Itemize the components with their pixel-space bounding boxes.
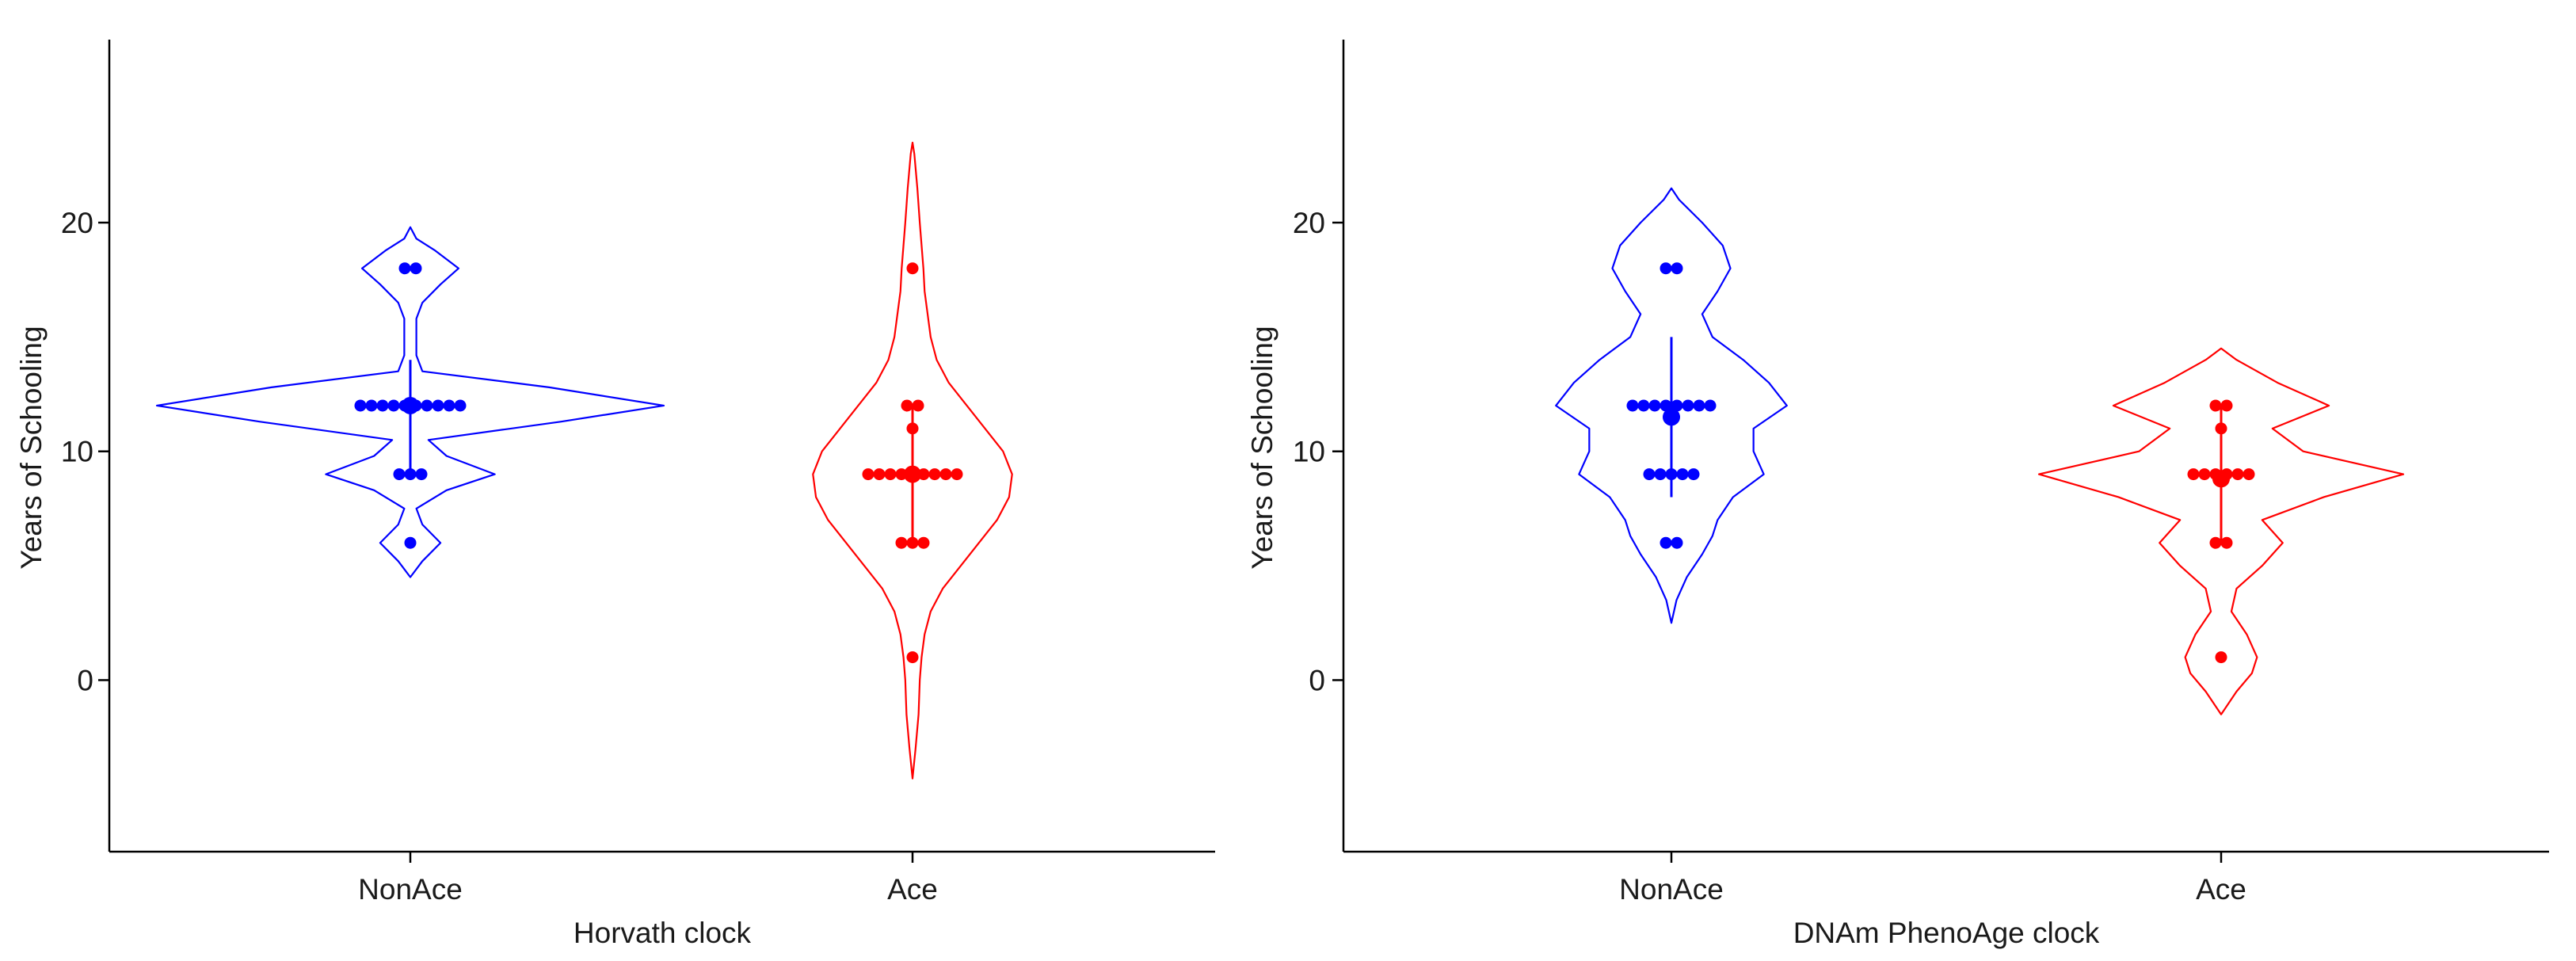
violin-ace xyxy=(812,141,1013,780)
mean-point xyxy=(402,396,419,414)
violin-nonace xyxy=(1555,187,1788,624)
x-tick-label: Ace xyxy=(2196,873,2246,906)
data-point xyxy=(951,468,963,481)
data-point xyxy=(939,468,952,481)
data-point xyxy=(901,399,913,412)
data-point xyxy=(1660,262,1672,275)
data-point xyxy=(1660,536,1672,549)
data-point xyxy=(421,399,433,412)
data-point xyxy=(2220,536,2233,549)
data-point xyxy=(906,536,919,549)
data-point xyxy=(2198,468,2211,481)
data-point xyxy=(912,399,924,412)
dnam-phenoage-clock-panel: Years of Schooling DNAm PhenoAge clock 0… xyxy=(1246,40,2549,949)
data-point xyxy=(1704,399,1717,412)
data-point xyxy=(365,399,378,412)
data-point xyxy=(454,399,467,412)
data-point xyxy=(376,399,389,412)
data-point xyxy=(1676,468,1689,481)
data-point xyxy=(2231,468,2244,481)
data-point xyxy=(404,468,417,481)
data-point xyxy=(387,399,400,412)
mean-point xyxy=(904,465,921,483)
data-point xyxy=(884,468,897,481)
data-point xyxy=(1626,399,1639,412)
x-tick-label: NonAce xyxy=(358,873,463,906)
y-axis-label: Years of Schooling xyxy=(1246,326,1278,569)
data-point xyxy=(398,262,411,275)
x-tick-label: Ace xyxy=(887,873,938,906)
data-point xyxy=(2209,399,2222,412)
data-point xyxy=(2215,422,2227,435)
data-point xyxy=(1665,468,1678,481)
y-axis-label: Years of Schooling xyxy=(15,326,48,569)
data-point xyxy=(917,536,930,549)
y-tick-label: 10 xyxy=(61,436,93,468)
data-point xyxy=(906,262,919,275)
data-point xyxy=(1643,468,1656,481)
x-tick-label: NonAce xyxy=(1619,873,1724,906)
data-point xyxy=(1693,399,1705,412)
data-point xyxy=(2209,536,2222,549)
data-point xyxy=(1671,262,1683,275)
data-point xyxy=(1637,399,1650,412)
data-point xyxy=(404,536,417,549)
data-point xyxy=(2215,651,2227,664)
data-point xyxy=(906,422,919,435)
data-point xyxy=(2243,468,2255,481)
data-point xyxy=(432,399,444,412)
data-point xyxy=(443,399,455,412)
data-point xyxy=(862,468,875,481)
data-point xyxy=(354,399,367,412)
data-point xyxy=(415,468,428,481)
data-point xyxy=(906,651,919,664)
data-point xyxy=(1671,536,1683,549)
data-point xyxy=(1687,468,1700,481)
data-point xyxy=(928,468,941,481)
violin-nonace xyxy=(155,226,665,578)
data-point xyxy=(1671,399,1683,412)
data-point xyxy=(1682,399,1694,412)
data-point xyxy=(410,262,422,275)
data-point xyxy=(2220,399,2233,412)
y-tick-label: 10 xyxy=(1293,436,1325,468)
y-tick-label: 20 xyxy=(61,207,93,239)
horvath-clock-panel: Years of Schooling Horvath clock 0 10 20 No… xyxy=(15,40,1215,949)
data-point xyxy=(873,468,886,481)
y-tick-label: 0 xyxy=(77,664,93,696)
y-tick-label: 20 xyxy=(1293,207,1325,239)
x-axis-label: Horvath clock xyxy=(574,917,752,949)
data-point xyxy=(895,536,908,549)
data-point xyxy=(1660,399,1672,412)
y-tick-label: 0 xyxy=(1309,664,1325,696)
violin-ace xyxy=(2037,347,2405,715)
data-point xyxy=(1648,399,1661,412)
data-point xyxy=(2187,468,2200,481)
x-axis-label: DNAm PhenoAge clock xyxy=(1793,917,2100,949)
mean-point xyxy=(1663,408,1680,426)
mean-point xyxy=(2212,470,2230,488)
data-point xyxy=(393,468,406,481)
data-point xyxy=(1654,468,1667,481)
